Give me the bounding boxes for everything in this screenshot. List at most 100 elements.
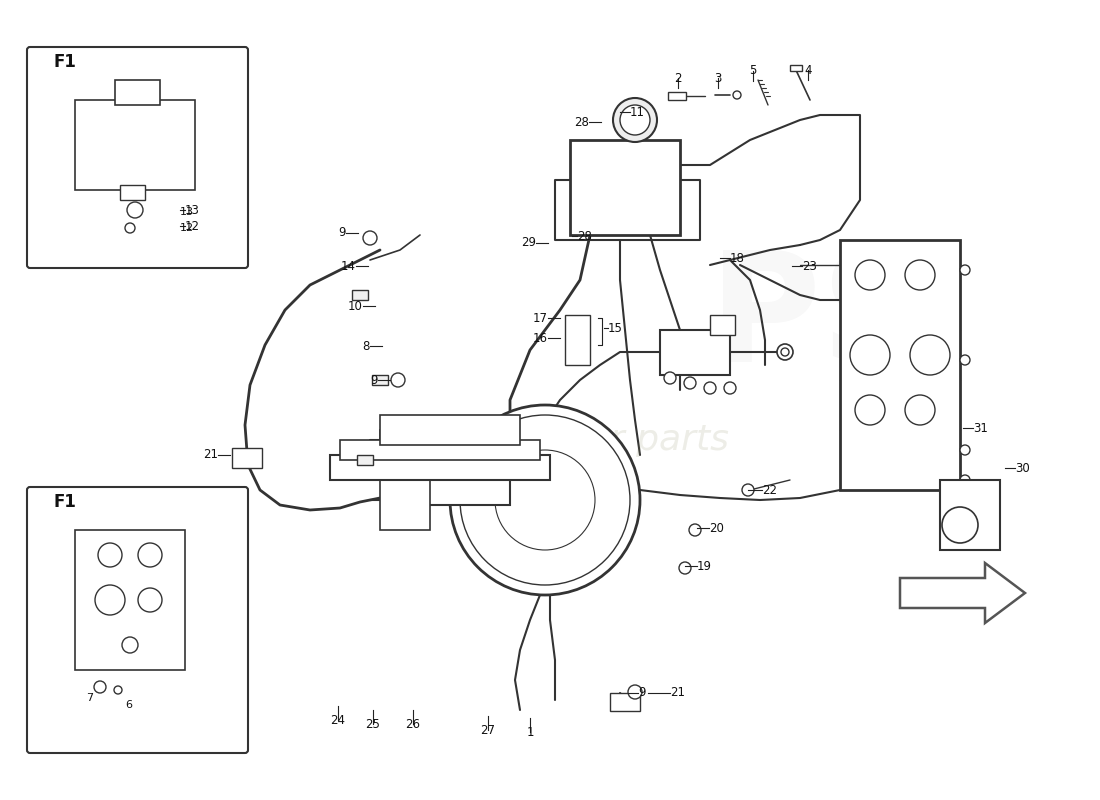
Text: 2: 2 bbox=[674, 71, 682, 85]
Text: 12: 12 bbox=[180, 223, 194, 233]
Text: 11: 11 bbox=[630, 106, 645, 118]
Circle shape bbox=[390, 373, 405, 387]
Circle shape bbox=[530, 485, 560, 515]
Circle shape bbox=[94, 681, 106, 693]
Circle shape bbox=[704, 382, 716, 394]
Bar bbox=[420, 455, 510, 505]
Text: 29: 29 bbox=[521, 237, 536, 250]
Bar bbox=[358, 455, 373, 465]
Bar bbox=[379, 415, 520, 445]
Circle shape bbox=[460, 415, 630, 585]
Circle shape bbox=[495, 450, 595, 550]
Circle shape bbox=[95, 585, 125, 615]
Text: 3: 3 bbox=[714, 71, 722, 85]
Circle shape bbox=[850, 335, 890, 375]
Circle shape bbox=[942, 507, 978, 543]
Bar bbox=[668, 92, 686, 100]
Text: 20: 20 bbox=[710, 522, 724, 534]
Bar bbox=[570, 140, 680, 235]
FancyBboxPatch shape bbox=[28, 487, 248, 753]
Text: 21: 21 bbox=[670, 686, 685, 699]
Text: 30: 30 bbox=[1015, 462, 1030, 474]
Text: 27: 27 bbox=[481, 723, 495, 737]
Bar bbox=[232, 448, 262, 468]
Text: 24: 24 bbox=[330, 714, 345, 726]
Text: 8: 8 bbox=[363, 339, 370, 353]
Bar bbox=[565, 315, 590, 365]
Bar bbox=[660, 330, 730, 375]
FancyBboxPatch shape bbox=[28, 47, 248, 268]
Text: 25: 25 bbox=[365, 718, 381, 730]
Circle shape bbox=[781, 348, 789, 356]
Bar bbox=[379, 430, 430, 530]
Circle shape bbox=[960, 445, 970, 455]
Bar bbox=[352, 290, 368, 300]
Circle shape bbox=[450, 405, 640, 595]
Text: 9: 9 bbox=[339, 226, 346, 239]
Bar bbox=[75, 530, 185, 670]
Text: 23: 23 bbox=[802, 259, 817, 273]
Text: 9: 9 bbox=[638, 686, 646, 699]
Circle shape bbox=[777, 344, 793, 360]
Bar bbox=[372, 375, 388, 385]
Text: F1: F1 bbox=[54, 493, 76, 511]
Circle shape bbox=[684, 377, 696, 389]
Text: 13: 13 bbox=[185, 203, 200, 217]
Circle shape bbox=[679, 562, 691, 574]
Circle shape bbox=[960, 265, 970, 275]
Circle shape bbox=[138, 543, 162, 567]
Text: 21: 21 bbox=[204, 449, 218, 462]
Circle shape bbox=[363, 231, 377, 245]
Text: 4: 4 bbox=[804, 63, 812, 77]
Circle shape bbox=[960, 475, 970, 485]
Circle shape bbox=[515, 470, 575, 530]
Circle shape bbox=[910, 335, 950, 375]
Text: F1: F1 bbox=[54, 53, 76, 71]
Bar bbox=[75, 100, 195, 190]
Circle shape bbox=[620, 105, 650, 135]
Text: 6: 6 bbox=[125, 700, 132, 710]
Bar bbox=[710, 315, 735, 335]
Circle shape bbox=[905, 395, 935, 425]
Text: 16: 16 bbox=[534, 331, 548, 345]
Circle shape bbox=[689, 524, 701, 536]
Bar bbox=[940, 480, 1000, 550]
Bar bbox=[116, 80, 160, 105]
Text: 7: 7 bbox=[86, 693, 94, 703]
Text: 22: 22 bbox=[762, 483, 777, 497]
Bar bbox=[790, 65, 802, 71]
Text: 19: 19 bbox=[697, 559, 712, 573]
Text: 28: 28 bbox=[574, 115, 589, 129]
Text: 14: 14 bbox=[341, 259, 356, 273]
Text: PS: PS bbox=[710, 246, 931, 394]
Circle shape bbox=[628, 685, 642, 699]
Circle shape bbox=[138, 588, 162, 612]
Text: a passion for parts: a passion for parts bbox=[392, 423, 728, 457]
Text: 17: 17 bbox=[534, 311, 548, 325]
Text: 1: 1 bbox=[526, 726, 534, 738]
Text: 18: 18 bbox=[730, 251, 745, 265]
Circle shape bbox=[125, 223, 135, 233]
Text: 28: 28 bbox=[578, 230, 592, 242]
Bar bbox=[330, 455, 550, 480]
Circle shape bbox=[724, 382, 736, 394]
Text: 10: 10 bbox=[348, 299, 363, 313]
Text: 12: 12 bbox=[185, 219, 200, 233]
Circle shape bbox=[742, 484, 754, 496]
Bar bbox=[840, 240, 960, 490]
Text: 31: 31 bbox=[974, 422, 988, 434]
Circle shape bbox=[855, 260, 886, 290]
Circle shape bbox=[855, 395, 886, 425]
Circle shape bbox=[126, 202, 143, 218]
Circle shape bbox=[905, 260, 935, 290]
Circle shape bbox=[664, 372, 676, 384]
Bar bbox=[610, 693, 640, 711]
Polygon shape bbox=[900, 563, 1025, 623]
Text: 26: 26 bbox=[406, 718, 420, 730]
Text: 15: 15 bbox=[608, 322, 623, 334]
Bar bbox=[340, 440, 540, 460]
Text: 9: 9 bbox=[371, 374, 378, 386]
Circle shape bbox=[613, 98, 657, 142]
Text: 5: 5 bbox=[749, 65, 757, 78]
Bar bbox=[450, 440, 480, 460]
